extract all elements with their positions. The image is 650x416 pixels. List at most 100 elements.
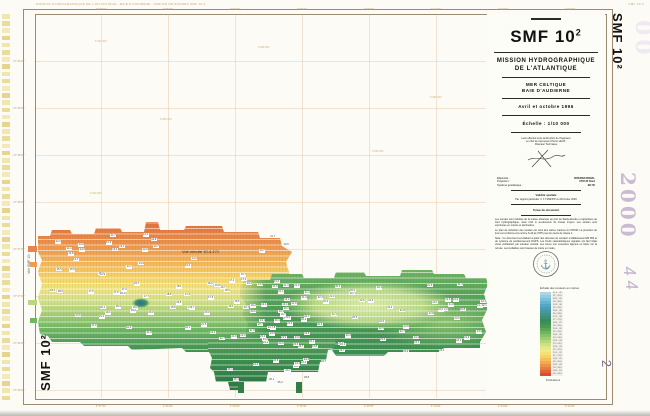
sounding-value: 24,1 (339, 342, 346, 346)
calibration-mark (2, 114, 10, 120)
sounding-value: 13,6 (283, 242, 290, 247)
sounding-value: 12,2 (142, 233, 149, 237)
sounding-value: 23,1 (262, 340, 269, 345)
sounding-value: 21,3 (286, 322, 293, 326)
legend-range-label: 25,5 - 26 (552, 328, 563, 331)
scale-statement: Échelle : 1/10 000 (522, 121, 570, 126)
field-value: UTM 30 Nord (579, 180, 595, 184)
legend-row: 20,5 - 21 (540, 358, 600, 361)
legend-range-label: 22,5 - 23 (552, 346, 563, 349)
legend-row: 26 - 26,5 (540, 325, 600, 328)
mission-name-line2: DE L'ATLANTIQUE (514, 65, 578, 72)
sounding-value: 19,7 (280, 313, 287, 317)
calibration-mark (2, 78, 10, 84)
sounding-value: 25,4 (277, 380, 284, 385)
survey-edge-tab (28, 300, 37, 305)
survey-nub (296, 382, 302, 393)
divider (502, 77, 590, 78)
legend-row: 22,5 - 23 (540, 346, 600, 349)
sounding-value: 12,9 (105, 241, 112, 245)
sounding-value: 20,3 (334, 284, 341, 289)
calibration-mark (2, 280, 10, 285)
sounding-value: 20,0 (147, 311, 154, 315)
calibration-mark (2, 14, 10, 19)
calibration-mark (2, 57, 10, 62)
sounding-value: 24,1 (455, 339, 462, 343)
legend-row: 27 - 27,5 (540, 319, 600, 322)
sounding-value: 21,5 (272, 284, 279, 288)
sounding-value: 16,6 (207, 281, 214, 285)
top-coordinate-label: 4°35'00" (363, 7, 375, 11)
sounding-value: 22,0 (437, 308, 444, 312)
sounding-value: 15,5 (56, 268, 63, 272)
calibration-mark (2, 194, 10, 199)
sounding-value: 13,8 (67, 252, 74, 256)
handwritten-mark-mid: 4 4 (619, 264, 642, 291)
legend-title: Échelle des couleurs en mètres (540, 286, 580, 290)
legend-range-label: 22 - 22,5 (552, 349, 563, 352)
legend-range-label: 28,5 - 29 (552, 310, 563, 313)
sounding-value: 23,9 (476, 330, 483, 334)
top-coordinate-label: 4°36'30" (162, 7, 174, 11)
legend-row: 19 - 19,5 (540, 367, 600, 370)
calibration-mark (2, 359, 10, 365)
top-coordinate-label: 4°36'00" (229, 7, 241, 11)
official-seal: ⚓ (533, 251, 559, 277)
grid-line-horizontal (36, 202, 486, 203)
calibration-mark (2, 222, 10, 228)
note-paragraph: Nota : Ce document est élaboré à partir … (495, 237, 597, 250)
sounding-value: 20,2 (283, 307, 290, 311)
sounding-value: 14,9 (138, 262, 145, 266)
sounding-value: 24,3 (345, 334, 352, 338)
legend-colour-chip (540, 340, 551, 343)
legend-row: 31,5 - 32 (540, 292, 600, 295)
sounding-value: 16,7 (220, 285, 227, 289)
sounding-value: 21,7 (267, 325, 274, 329)
sounding-value: 22,4 (316, 322, 323, 327)
calibration-mark (2, 352, 10, 357)
geodetic-fields: Ellipsoïde : INTERNATIONAL Projection : UTM… (487, 177, 605, 188)
sounding-value: 21,8 (448, 303, 455, 307)
see-minute-note: Voir minute 10-4-171 (182, 249, 220, 254)
calibration-mark (2, 71, 10, 77)
left-coordinate-label: 47°46'00" (13, 388, 25, 392)
calibration-mark (2, 93, 10, 98)
legend-colour-chip (540, 322, 551, 325)
geodetic-field-row: Ellipsoïde : INTERNATIONAL (487, 177, 605, 181)
sounding-value: 17,7 (143, 294, 150, 298)
legend-colour-chip (540, 361, 551, 364)
calibration-mark (2, 186, 10, 192)
legend-row: 19,5 - 20 (540, 364, 600, 367)
sounding-value: 16,6 (273, 279, 280, 283)
legend-colour-chip (540, 298, 551, 301)
legend-row: 29 - 29,5 (540, 307, 600, 310)
legend-range-label: 18,5 - 19 (552, 370, 563, 373)
sounding-value: 20,1 (243, 305, 250, 310)
sounding-value: 21,1 (277, 290, 284, 294)
legend-colour-chip (540, 337, 551, 340)
sounding-value: 22,8 (459, 307, 466, 311)
inner-grid-label: 5 295 000 (430, 96, 442, 99)
sounding-value: 23,7 (320, 360, 327, 364)
sounding-value: 26,1 (268, 377, 275, 381)
calibration-mark (2, 150, 10, 156)
sounding-value: 22,3 (480, 300, 487, 304)
sounding-value: 18,3 (49, 289, 56, 293)
sounding-value: 12,9 (150, 237, 157, 241)
legend-range-label: 21 - 21,5 (552, 355, 563, 358)
signature-mark (527, 149, 566, 167)
calibration-mark (2, 28, 10, 33)
sounding-value: 20,7 (257, 322, 264, 327)
calibration-mark (2, 172, 10, 177)
calibration-mark (2, 21, 10, 26)
sounding-value: 21,4 (476, 304, 483, 308)
legend-row: 23,5 - 24 (540, 340, 600, 343)
sounding-value: 18,4 (119, 291, 126, 296)
calibration-mark (2, 345, 10, 350)
sounding-value: 21,8 (399, 308, 406, 313)
calibration-mark (2, 230, 10, 235)
year-stamp: 2000 (616, 172, 640, 240)
top-coordinate-label: 4°37'00" (95, 7, 107, 11)
sounding-value: 18,1 (176, 285, 183, 289)
